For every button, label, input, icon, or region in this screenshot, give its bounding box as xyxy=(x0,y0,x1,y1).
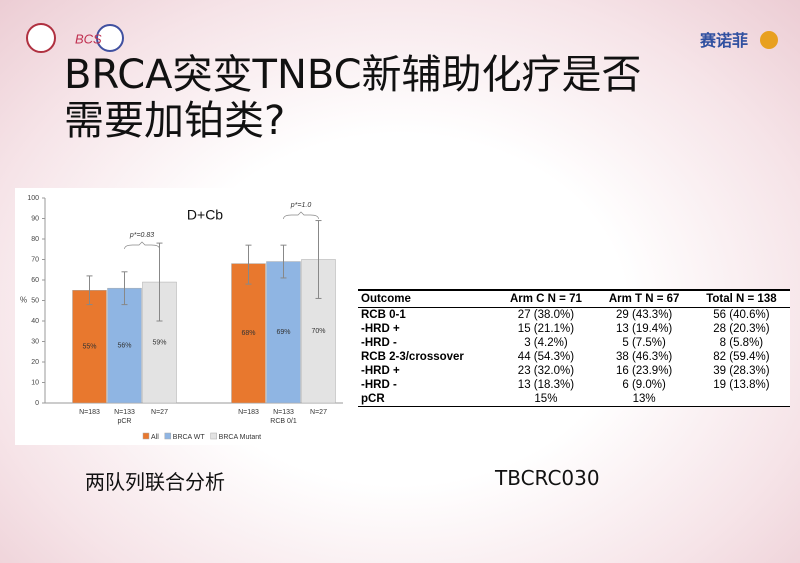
y-tick-label: 30 xyxy=(31,338,39,345)
table-cell: RCB 2-3/crossover xyxy=(361,351,464,363)
p-value: p*=1.0 xyxy=(290,202,312,209)
table-cell: 13% xyxy=(595,392,693,407)
table-cell: 8 (5.8%) xyxy=(719,337,764,349)
logo-mid xyxy=(96,24,124,52)
annotation: D+Cb xyxy=(187,207,223,223)
logo-text: BCS xyxy=(75,31,102,46)
table-cell: 19 (13.8%) xyxy=(713,379,770,391)
bar xyxy=(107,287,142,404)
y-tick-label: 50 xyxy=(31,297,39,304)
sample-label: N=27 xyxy=(151,409,168,416)
table-cell: 15 (21.1%) xyxy=(517,323,575,335)
table-cell: -HRD + xyxy=(361,365,400,377)
sample-label: N=183 xyxy=(79,409,100,416)
legend-swatch xyxy=(142,432,150,440)
table-row: -HRD - 13 (18.3%) 6 (9.0%) 19 (13.8%) xyxy=(358,378,790,392)
table-cell: -HRD - xyxy=(361,337,397,349)
table-cell: 82 (59.4%) xyxy=(713,351,770,363)
table-row: RCB 0-1 27 (38.0%) 29 (43.3%) 56 (40.6%) xyxy=(358,308,790,323)
table-cell: 56 (40.6%) xyxy=(713,309,770,321)
p-value: p*=0.83 xyxy=(129,232,154,239)
sample-label: N=133 xyxy=(273,409,294,416)
table-cell: 5 (7.5%) xyxy=(622,337,666,349)
legend-label: All xyxy=(151,434,159,441)
table-cell: 15% xyxy=(496,392,596,407)
table-cell: pCR xyxy=(358,392,497,407)
y-tick-label: 90 xyxy=(31,215,39,222)
logo-right xyxy=(760,31,778,49)
value-label: 59% xyxy=(152,339,166,346)
sample-label: N=183 xyxy=(238,409,259,416)
brace xyxy=(124,241,160,250)
value-label: 69% xyxy=(276,329,290,336)
table-cell: -HRD + xyxy=(361,323,400,335)
table-header: Arm C N = 71 xyxy=(496,289,596,308)
value-label: 70% xyxy=(311,328,325,335)
table-header: Arm T N = 67 xyxy=(595,289,693,308)
logo-text: 赛诺菲 xyxy=(699,31,748,50)
group-label: RCB 0/1 xyxy=(270,418,297,425)
y-tick-label: 20 xyxy=(31,359,39,366)
caption: 两队列联合分析 xyxy=(85,470,225,494)
group-label: pCR xyxy=(117,418,131,425)
y-tick-label: 70 xyxy=(31,256,39,263)
sample-label: N=133 xyxy=(114,409,135,416)
table-cell: 29 (43.3%) xyxy=(616,309,673,321)
table-cell: 23 (32.0%) xyxy=(517,365,575,377)
logo-left xyxy=(26,23,56,53)
table-cell: RCB 0-1 xyxy=(361,309,406,321)
legend-swatch xyxy=(210,432,217,440)
bar xyxy=(231,263,266,404)
table-header: Total N = 138 xyxy=(692,289,790,308)
value-label: 68% xyxy=(241,330,255,337)
table-row: RCB 2-3/crossover 44 (54.3%) 38 (46.3%) 82 … xyxy=(358,350,790,364)
table-cell: 6 (9.0%) xyxy=(622,379,666,391)
table-cell xyxy=(692,392,790,407)
y-axis-label: % xyxy=(20,296,27,305)
bar xyxy=(301,259,336,404)
y-tick-label: 0 xyxy=(35,400,39,407)
table-cell: 3 (4.2%) xyxy=(524,337,568,349)
brace xyxy=(283,211,319,220)
bar xyxy=(266,261,301,404)
y-tick-label: 40 xyxy=(31,318,39,325)
table-row: -HRD - 3 (4.2%) 5 (7.5%) 8 (5.8%) xyxy=(358,336,790,350)
value-label: 55% xyxy=(82,343,96,350)
legend-label: BRCA Mutant xyxy=(219,434,261,441)
table-cell: -HRD - xyxy=(361,379,397,391)
title: BRCA突变TNBC新辅助化疗是否 xyxy=(64,52,642,98)
y-tick-label: 80 xyxy=(31,236,39,243)
y-tick-label: 10 xyxy=(31,379,39,386)
table-cell: 39 (28.3%) xyxy=(713,365,770,377)
table-row: -HRD + 23 (32.0%) 16 (23.9%) 39 (28.3%) xyxy=(358,364,790,378)
table-cell: 13 (19.4%) xyxy=(616,323,673,335)
caption: TBCRC030 xyxy=(495,466,600,490)
logos: BCS 赛诺菲 xyxy=(26,23,778,53)
table-cell: 27 (38.0%) xyxy=(517,309,575,321)
title: 需要加铂类? xyxy=(64,98,286,144)
sample-label: N=27 xyxy=(310,409,327,416)
table-cell: 28 (20.3%) xyxy=(713,323,770,335)
table-cell: 13 (18.3%) xyxy=(517,379,575,391)
y-tick-label: 60 xyxy=(31,277,39,284)
table-cell: 44 (54.3%) xyxy=(517,351,575,363)
value-label: 56% xyxy=(117,342,131,349)
legend-swatch xyxy=(164,432,172,440)
table-header: Outcome xyxy=(358,289,497,308)
chart: 0 10 20 30 40 50 60 70 80 90 100% D+Cb 55% N=183 56% N=… xyxy=(15,188,350,445)
legend-label: BRCA WT xyxy=(173,434,206,441)
table-row: -HRD + 15 (21.1%) 13 (19.4%) 28 (20.3%) xyxy=(358,322,790,336)
table: Outcome Arm C N = 71 Arm T N = 67 Total N =… xyxy=(358,289,790,407)
table-cell: 16 (23.9%) xyxy=(616,365,673,377)
y-tick-label: 100 xyxy=(27,195,39,202)
table-cell: 38 (46.3%) xyxy=(616,351,673,363)
table-row: pCR 15% 13% xyxy=(358,392,790,407)
